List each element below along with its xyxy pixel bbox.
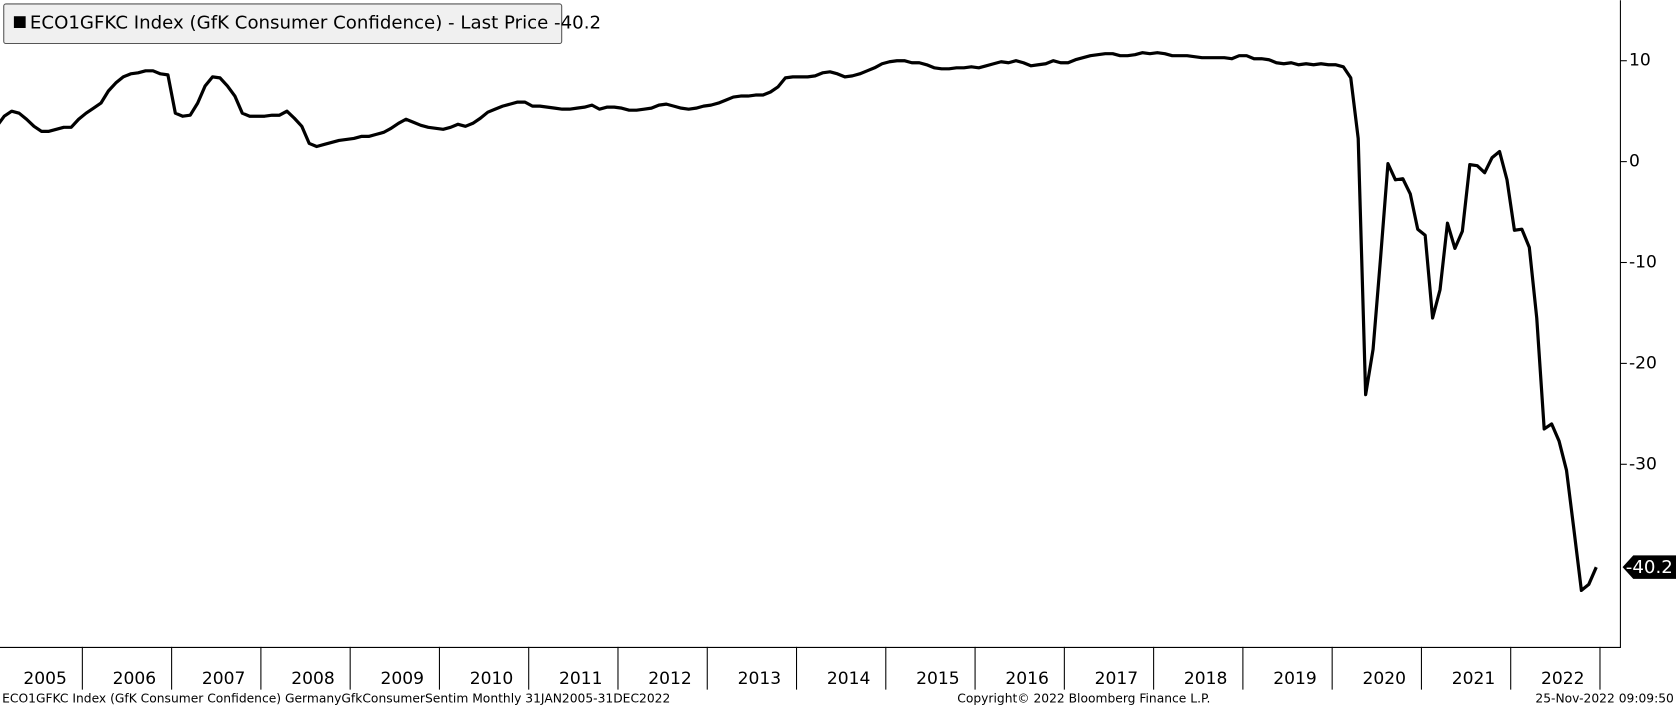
x-tick-label: 2014 xyxy=(827,669,871,689)
x-tick-label: 2010 xyxy=(470,669,514,689)
y-tick-label: -10 xyxy=(1629,253,1657,273)
x-tick-label: 2019 xyxy=(1273,669,1317,689)
footer-right: 25-Nov-2022 09:09:50 xyxy=(1535,692,1673,706)
x-tick-label: 2013 xyxy=(738,669,782,689)
x-tick-label: 2020 xyxy=(1362,669,1406,689)
x-tick-label: 2016 xyxy=(1005,669,1049,689)
x-tick-label: 2018 xyxy=(1184,669,1228,689)
y-tick-label: -30 xyxy=(1629,454,1657,474)
legend-box xyxy=(3,3,563,45)
x-tick-label: 2009 xyxy=(380,669,424,689)
last-value-tag xyxy=(1622,555,1676,579)
legend: ECO1GFKC Index (GfK Consumer Confidence)… xyxy=(3,3,601,45)
last-value-label: -40.2 xyxy=(1626,557,1673,578)
series-line xyxy=(0,51,1598,592)
x-tick-label: 2011 xyxy=(559,669,603,689)
y-tick-label: 10 xyxy=(1629,51,1651,71)
footer-center: Copyright© 2022 Bloomberg Finance L.P. xyxy=(957,692,1210,706)
x-tick-label: 2006 xyxy=(113,669,157,689)
footer-left: ECO1GFKC Index (GfK Consumer Confidence)… xyxy=(2,692,670,706)
legend-last-value: -40.2 xyxy=(554,13,601,34)
x-tick-label: 2008 xyxy=(291,669,335,689)
x-tick-label: 2012 xyxy=(648,669,692,689)
x-tick-label: 2021 xyxy=(1452,669,1496,689)
legend-label: ECO1GFKC Index (GfK Consumer Confidence)… xyxy=(30,13,548,34)
y-tick-label: -20 xyxy=(1629,353,1657,373)
x-tick-label: 2022 xyxy=(1541,669,1585,689)
x-tick-label: 2015 xyxy=(916,669,960,689)
x-tick-label: 2005 xyxy=(23,669,67,689)
legend-swatch xyxy=(13,16,26,28)
x-tick-label: 2017 xyxy=(1095,669,1139,689)
x-tick-label: 2007 xyxy=(202,669,246,689)
legend-text: ECO1GFKC Index (GfK Consumer Confidence)… xyxy=(30,13,601,34)
y-tick-label: 0 xyxy=(1629,152,1640,172)
